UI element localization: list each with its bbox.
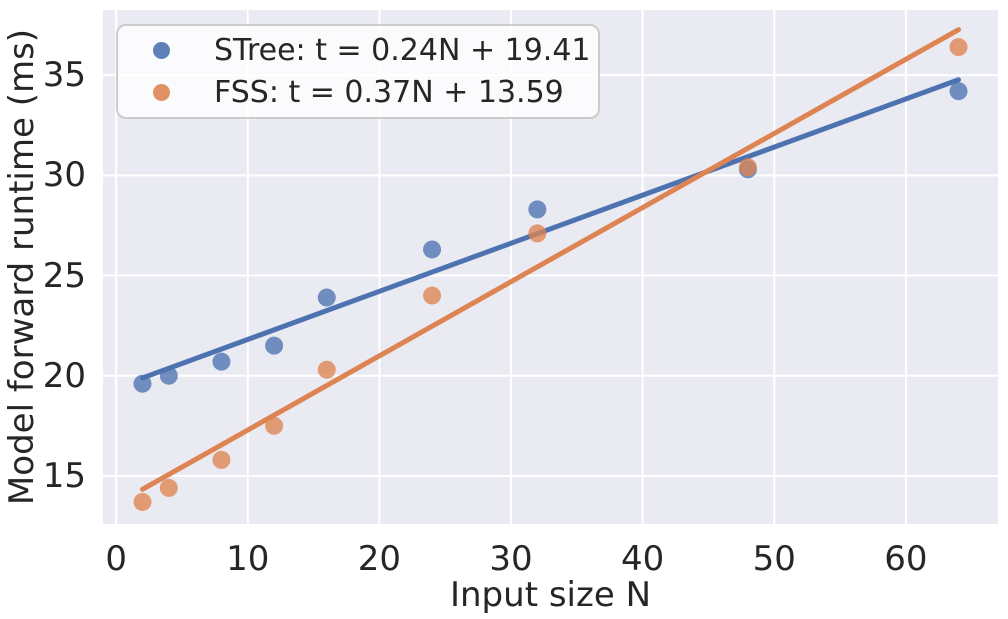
fss-data-point <box>212 450 231 469</box>
x-tick-label: 60 <box>884 539 928 579</box>
x-tick-label: 10 <box>226 539 270 579</box>
x-tick-label: 30 <box>489 539 533 579</box>
legend-item-stree: STree: t = 0.24N + 19.41 <box>118 29 598 71</box>
legend-label-fss: FSS: t = 0.37N + 13.59 <box>214 75 564 111</box>
legend-item-fss: FSS: t = 0.37N + 13.59 <box>118 72 598 114</box>
stree-fit-line <box>139 77 962 381</box>
stree-data-point <box>528 200 547 219</box>
stree-data-point <box>949 82 968 101</box>
y-tick-label: 25 <box>42 255 86 296</box>
stree-data-point <box>133 374 152 393</box>
stree-marker-icon <box>153 41 170 59</box>
fss-data-point <box>133 492 152 511</box>
x-tick-label: 50 <box>752 539 796 579</box>
x-tick-label: 0 <box>105 539 127 579</box>
fss-fit-line <box>139 27 962 492</box>
stree-data-point <box>212 352 231 371</box>
fss-marker-icon <box>153 84 170 102</box>
fss-data-point <box>317 360 336 379</box>
stree-data-point <box>265 336 284 355</box>
y-tick-label: 35 <box>42 55 86 96</box>
fss-data-point <box>528 224 547 243</box>
y-tick-label: 15 <box>42 455 86 496</box>
fss-data-point <box>423 286 442 305</box>
fss-data-point <box>159 478 178 497</box>
fss-data-point <box>738 158 757 177</box>
legend-label-stree: STree: t = 0.24N + 19.41 <box>214 32 591 68</box>
x-tick-label: 20 <box>357 539 402 579</box>
y-tick-label: 20 <box>42 355 86 396</box>
stree-data-point <box>423 240 442 259</box>
fss-data-point <box>949 38 968 57</box>
stree-data-point <box>317 288 336 307</box>
x-tick-label: 40 <box>620 539 665 579</box>
y-tick-label: 30 <box>42 155 86 196</box>
legend: STree: t = 0.24N + 19.41 FSS: t = 0.37N … <box>116 24 600 119</box>
fss-data-point <box>265 416 284 435</box>
x-axis-label: Input size N <box>449 575 651 615</box>
